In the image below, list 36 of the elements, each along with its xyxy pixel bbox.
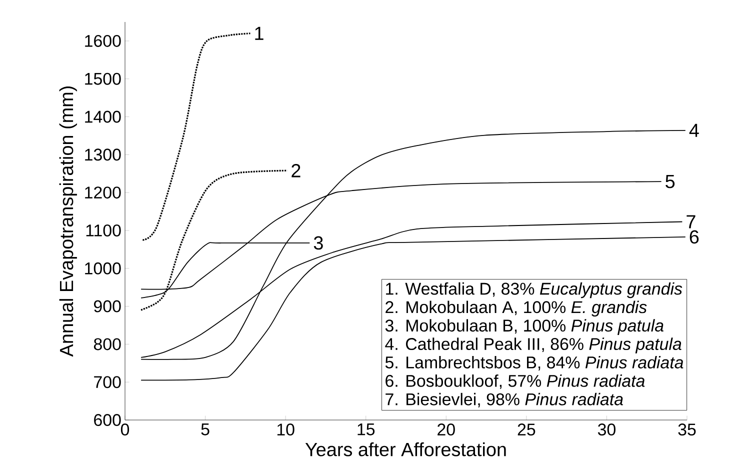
x-tick-label: 20 (438, 424, 455, 436)
y-tick-label: 1100 (86, 224, 121, 236)
series-label: 3 (314, 236, 323, 250)
annotation: 3. Mokobulaan B, 100% Pinus patula (385, 319, 664, 335)
line-series (142, 32, 252, 241)
x-tick-label: 15 (358, 424, 375, 436)
x-tick-label: 25 (518, 424, 536, 436)
y-axis-title: Annual Evapotranspiration (mm) (59, 86, 77, 357)
y-tick-label: 1000 (85, 262, 121, 274)
annotation: 2. Mokobulaan A, 100% E. grandis (386, 300, 647, 317)
series-label: 1 (255, 26, 264, 40)
annotation: 7. Biesievlei, 98% Pinus radiata (386, 392, 623, 408)
y-tick-label: 1400 (85, 110, 121, 123)
x-tick-label: 30 (598, 424, 616, 436)
x-tick-label: 35 (678, 424, 696, 436)
series-label: 4 (689, 124, 699, 137)
x-axis-title: Years after Afforestation (305, 442, 506, 456)
y-tick-label: 1300 (85, 148, 121, 161)
x-tick-label: 0 (120, 424, 130, 436)
y-tick-label: 900 (94, 300, 121, 312)
annotation: 4. Cathedral Peak III, 86% Pinus patula (385, 338, 682, 354)
y-tick-label: 1600 (85, 34, 121, 47)
x-tick-label: 10 (277, 424, 294, 436)
y-tick-label: 800 (94, 338, 121, 350)
series-label: 2 (292, 164, 300, 178)
series-label: 7 (686, 215, 696, 228)
series-label: 6 (690, 230, 699, 244)
x-tick-label: 5 (201, 424, 210, 436)
y-tick-label: 1200 (85, 186, 121, 199)
y-tick-label: 700 (94, 376, 121, 388)
y-tick-label: 600 (94, 414, 121, 426)
annotation: 5. Lambrechtsbos B, 84% Pinus radiata (385, 356, 684, 370)
y-tick-label: 1500 (85, 72, 121, 85)
annotation: 1. Westfalia D, 83% Eucalyptus grandis (386, 282, 682, 298)
annotation: 6. Bosboukloof, 57% Pinus radiata (386, 374, 645, 389)
series-label: 5 (666, 174, 675, 188)
